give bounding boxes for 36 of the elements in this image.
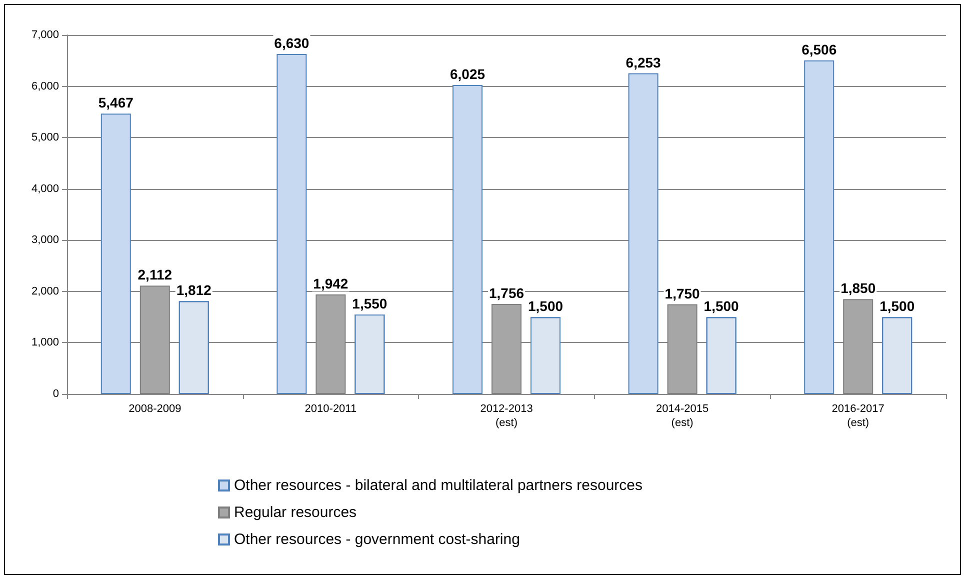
data-label: 1,756 (488, 284, 524, 301)
data-label: 2,112 (138, 266, 172, 283)
data-label: 1,750 (664, 285, 700, 302)
x-tick-label: 2010-2011 (304, 403, 357, 415)
x-tick-label: 2016-2017 (est) (832, 403, 884, 429)
bar (804, 60, 834, 394)
legend-label: Other resources - government cost-sharing (234, 531, 520, 548)
y-tick-label: 5,000 (31, 132, 59, 144)
data-label: 1,500 (704, 298, 740, 314)
bar (100, 114, 131, 394)
data-label: 1,812 (176, 282, 212, 298)
bar (452, 85, 482, 394)
data-label: 1,850 (840, 280, 876, 296)
y-tick-label: 4,000 (31, 182, 59, 195)
legend-label: Other resources - bilateral and multilateral partners resources (234, 477, 643, 494)
x-tick-label: 2008-2009 (128, 403, 182, 415)
data-label: 1,550 (352, 296, 388, 312)
y-tick-label: 0 (52, 388, 59, 400)
data-label: 1,500 (880, 298, 915, 314)
bar (276, 54, 307, 394)
x-tick-label: 2012-2013 (est) (480, 403, 533, 429)
y-tick-label: 1,000 (31, 336, 59, 349)
data-label: 1,942 (313, 275, 348, 292)
y-tick-label: 7,000 (31, 29, 59, 41)
data-label: 6,025 (450, 66, 486, 82)
y-tick-label: 3,000 (31, 234, 59, 246)
bar (628, 73, 658, 394)
data-label: 6,253 (626, 54, 662, 70)
data-label: 5,467 (98, 94, 134, 111)
y-tick-label: 6,000 (31, 80, 59, 92)
y-tick-label: 2,000 (31, 285, 59, 298)
legend-label: Regular resources (234, 504, 357, 521)
data-label: 1,500 (528, 298, 564, 314)
data-label: 6,506 (802, 41, 837, 58)
data-label: 6,630 (274, 34, 310, 51)
x-tick-label: 2014-2015 (est) (656, 403, 709, 429)
